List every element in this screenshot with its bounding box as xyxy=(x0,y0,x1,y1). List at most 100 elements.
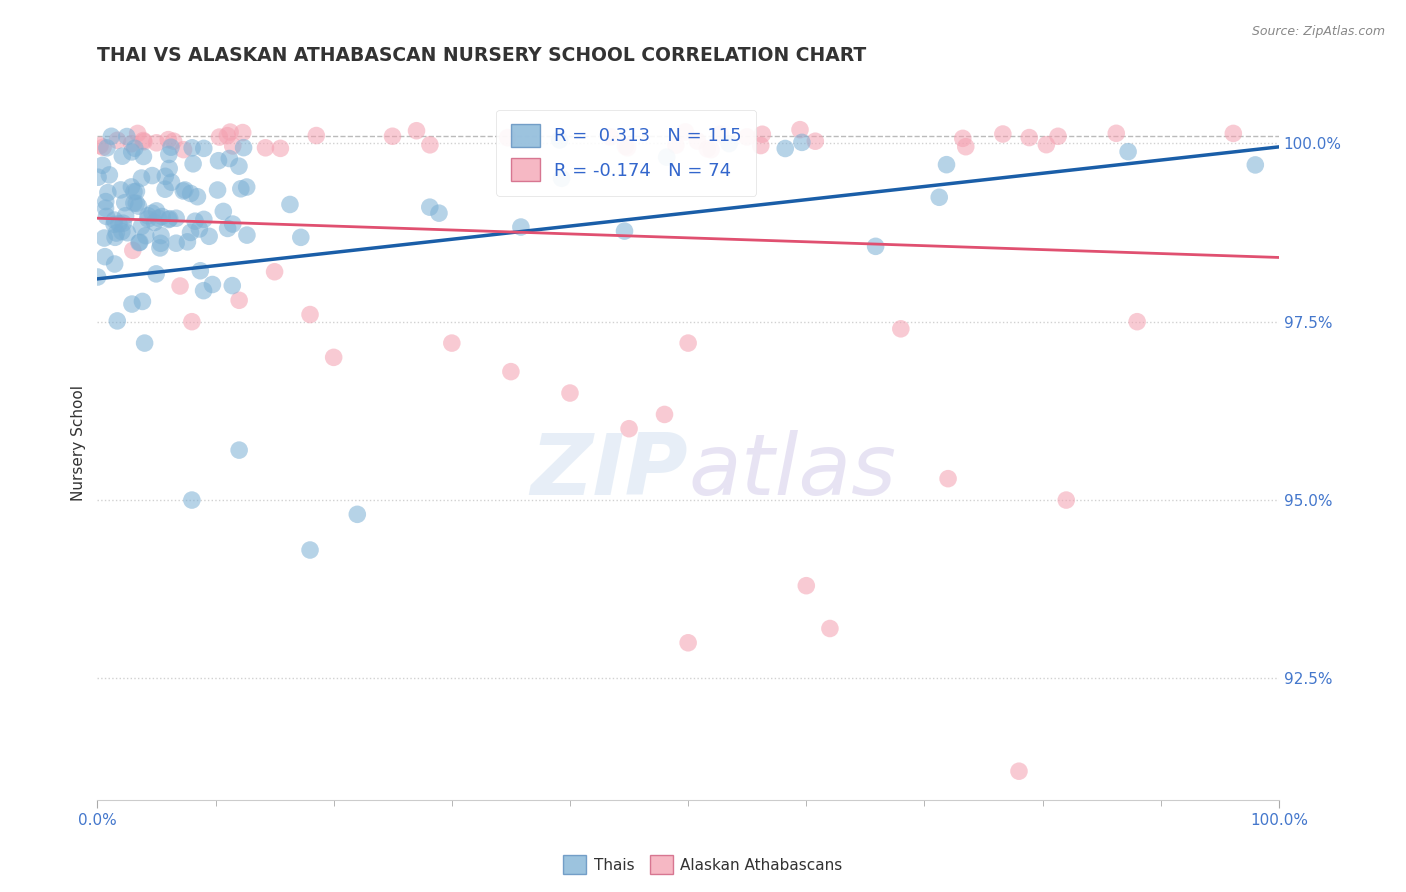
Point xyxy=(212,204,235,219)
Point xyxy=(94,201,117,215)
Point xyxy=(936,472,959,486)
Point xyxy=(105,226,128,240)
Point xyxy=(322,351,344,365)
Point xyxy=(804,134,827,148)
Point xyxy=(700,143,723,157)
Point xyxy=(419,137,441,152)
Point xyxy=(145,136,167,150)
Point xyxy=(222,217,245,231)
Text: THAI VS ALASKAN ATHABASCAN NURSERY SCHOOL CORRELATION CHART: THAI VS ALASKAN ATHABASCAN NURSERY SCHOO… xyxy=(97,46,866,65)
Point xyxy=(789,122,811,136)
Point xyxy=(219,125,242,139)
Point xyxy=(1047,129,1070,144)
Point xyxy=(157,161,180,176)
Point xyxy=(228,293,250,308)
Point xyxy=(127,127,149,141)
Point xyxy=(718,136,741,151)
Point xyxy=(149,236,172,251)
Point xyxy=(599,129,621,144)
Point xyxy=(188,222,211,236)
Point xyxy=(96,210,118,224)
Point xyxy=(127,199,149,213)
Text: ZIP: ZIP xyxy=(530,430,688,513)
Point xyxy=(217,128,239,143)
Point xyxy=(193,212,215,227)
Point xyxy=(121,297,143,311)
Point xyxy=(405,124,427,138)
Point xyxy=(163,134,186,148)
Point xyxy=(160,140,183,154)
Point xyxy=(617,422,640,436)
Point xyxy=(159,211,181,226)
Point xyxy=(141,206,163,220)
Point xyxy=(818,622,841,636)
Point xyxy=(1008,764,1031,779)
Point xyxy=(381,129,404,144)
Point xyxy=(186,190,208,204)
Point xyxy=(150,210,173,224)
Point xyxy=(509,220,531,235)
Point xyxy=(94,194,117,209)
Point xyxy=(103,217,125,231)
Point xyxy=(865,239,887,253)
Point xyxy=(125,184,148,198)
Point xyxy=(145,203,167,218)
Point xyxy=(86,270,108,285)
Point xyxy=(201,277,224,292)
Point xyxy=(299,543,322,558)
Point xyxy=(179,226,201,240)
Point xyxy=(132,149,155,163)
Point xyxy=(228,159,250,173)
Point xyxy=(207,183,229,197)
Point xyxy=(218,152,240,166)
Point xyxy=(955,139,977,153)
Point xyxy=(135,228,157,243)
Point xyxy=(121,244,143,258)
Point xyxy=(173,183,195,197)
Point xyxy=(173,143,195,157)
Point xyxy=(686,134,709,148)
Point xyxy=(928,190,950,204)
Point xyxy=(1035,137,1057,152)
Point xyxy=(1054,493,1077,508)
Point xyxy=(1018,130,1040,145)
Point xyxy=(305,128,328,143)
Point xyxy=(115,129,138,144)
Legend: R =  0.313   N = 115, R = -0.174   N = 74: R = 0.313 N = 115, R = -0.174 N = 74 xyxy=(496,110,756,195)
Point xyxy=(131,219,153,234)
Point xyxy=(773,141,796,155)
Y-axis label: Nursery School: Nursery School xyxy=(72,385,86,501)
Point xyxy=(735,129,758,144)
Point xyxy=(157,147,180,161)
Point xyxy=(114,195,136,210)
Point xyxy=(121,136,143,151)
Point xyxy=(193,284,215,298)
Point xyxy=(254,141,277,155)
Point xyxy=(1222,127,1244,141)
Point xyxy=(153,182,176,196)
Point xyxy=(207,153,229,168)
Point xyxy=(124,141,146,155)
Point xyxy=(228,443,250,458)
Point xyxy=(180,493,202,508)
Point xyxy=(1116,145,1139,159)
Point xyxy=(613,224,636,238)
Text: Source: ZipAtlas.com: Source: ZipAtlas.com xyxy=(1251,25,1385,38)
Point xyxy=(181,141,204,155)
Point xyxy=(499,365,522,379)
Point xyxy=(193,141,215,155)
Point xyxy=(548,133,571,147)
Text: atlas: atlas xyxy=(688,430,896,513)
Point xyxy=(94,250,117,264)
Point xyxy=(208,130,231,145)
Point xyxy=(751,128,773,142)
Point xyxy=(346,508,368,522)
Point xyxy=(122,185,145,199)
Point xyxy=(229,182,252,196)
Point xyxy=(952,131,974,145)
Point xyxy=(108,217,131,231)
Point xyxy=(217,221,239,235)
Point xyxy=(145,267,167,281)
Point xyxy=(121,145,143,159)
Point xyxy=(299,308,322,322)
